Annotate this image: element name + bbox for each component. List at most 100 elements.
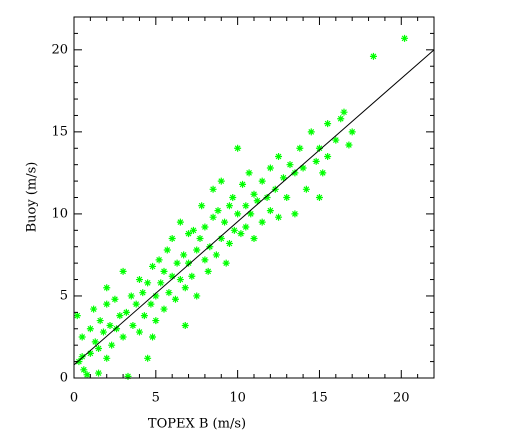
point (80, 366, 88, 374)
point (253, 197, 261, 205)
point (217, 177, 225, 185)
point (96, 317, 104, 325)
point (185, 230, 193, 238)
point (91, 338, 99, 346)
point (122, 308, 130, 316)
point (180, 251, 188, 259)
point (171, 295, 179, 303)
point (149, 262, 157, 270)
point (242, 202, 250, 210)
point (332, 136, 340, 144)
point (176, 218, 184, 226)
point (266, 207, 274, 215)
point (147, 300, 155, 308)
point (234, 210, 242, 218)
x-tick-label: 10 (229, 391, 246, 406)
point (258, 177, 266, 185)
point (160, 267, 168, 275)
point (237, 230, 245, 238)
point (315, 144, 323, 152)
point (250, 190, 258, 198)
point (291, 210, 299, 218)
point (189, 226, 197, 234)
point (116, 312, 124, 320)
point (111, 295, 119, 303)
x-axis-title: TOPEX B (m/s) (148, 417, 246, 432)
point (275, 152, 283, 160)
point (299, 164, 307, 172)
point (250, 235, 258, 243)
points (73, 34, 409, 380)
point (234, 144, 242, 152)
point (324, 152, 332, 160)
point (312, 157, 320, 165)
y-axis-title: Buoy (m/s) (25, 162, 40, 233)
point (258, 218, 266, 226)
point (78, 333, 86, 341)
point (348, 128, 356, 136)
point (176, 276, 184, 284)
point (307, 128, 315, 136)
y-tick-label: 0 (60, 371, 68, 386)
point (173, 259, 181, 267)
point (275, 213, 283, 221)
point (103, 300, 111, 308)
point (103, 354, 111, 362)
point (157, 279, 165, 287)
point (193, 292, 201, 300)
point (214, 207, 222, 215)
x-tick-label: 20 (393, 391, 410, 406)
point (135, 276, 143, 284)
point (401, 34, 409, 42)
point (340, 108, 348, 116)
y-tick-label: 5 (60, 288, 68, 303)
point (225, 239, 233, 247)
point (193, 246, 201, 254)
point (229, 194, 237, 201)
point (247, 210, 255, 218)
point (222, 259, 230, 267)
point (296, 144, 304, 152)
point (165, 289, 173, 297)
point (144, 354, 152, 362)
point (239, 180, 247, 188)
point (198, 202, 206, 210)
point (144, 279, 152, 287)
point (181, 321, 189, 329)
point (201, 256, 209, 264)
point (108, 341, 116, 349)
point (291, 169, 299, 177)
point (149, 333, 157, 341)
y-tick-label: 20 (51, 42, 68, 57)
point (152, 317, 160, 325)
point (369, 52, 377, 60)
point (119, 333, 127, 341)
point (113, 325, 121, 333)
point (103, 284, 111, 292)
x-tick-label: 0 (70, 391, 78, 406)
point (230, 226, 238, 234)
point (242, 223, 250, 231)
x-tick-label: 5 (152, 391, 160, 406)
point (135, 328, 143, 336)
point (168, 272, 176, 280)
point (209, 185, 217, 193)
fit-line (73, 49, 435, 366)
y-tick-label: 10 (51, 206, 68, 221)
point (99, 328, 107, 336)
point (217, 235, 225, 243)
point (345, 141, 353, 149)
point (263, 194, 271, 201)
point (279, 174, 287, 182)
point (283, 194, 291, 201)
point (124, 372, 132, 380)
point (132, 300, 140, 308)
point (73, 312, 81, 320)
point (315, 194, 323, 201)
point (160, 305, 168, 313)
point (155, 256, 163, 264)
point (188, 272, 196, 280)
point (86, 325, 94, 333)
point (221, 218, 229, 226)
